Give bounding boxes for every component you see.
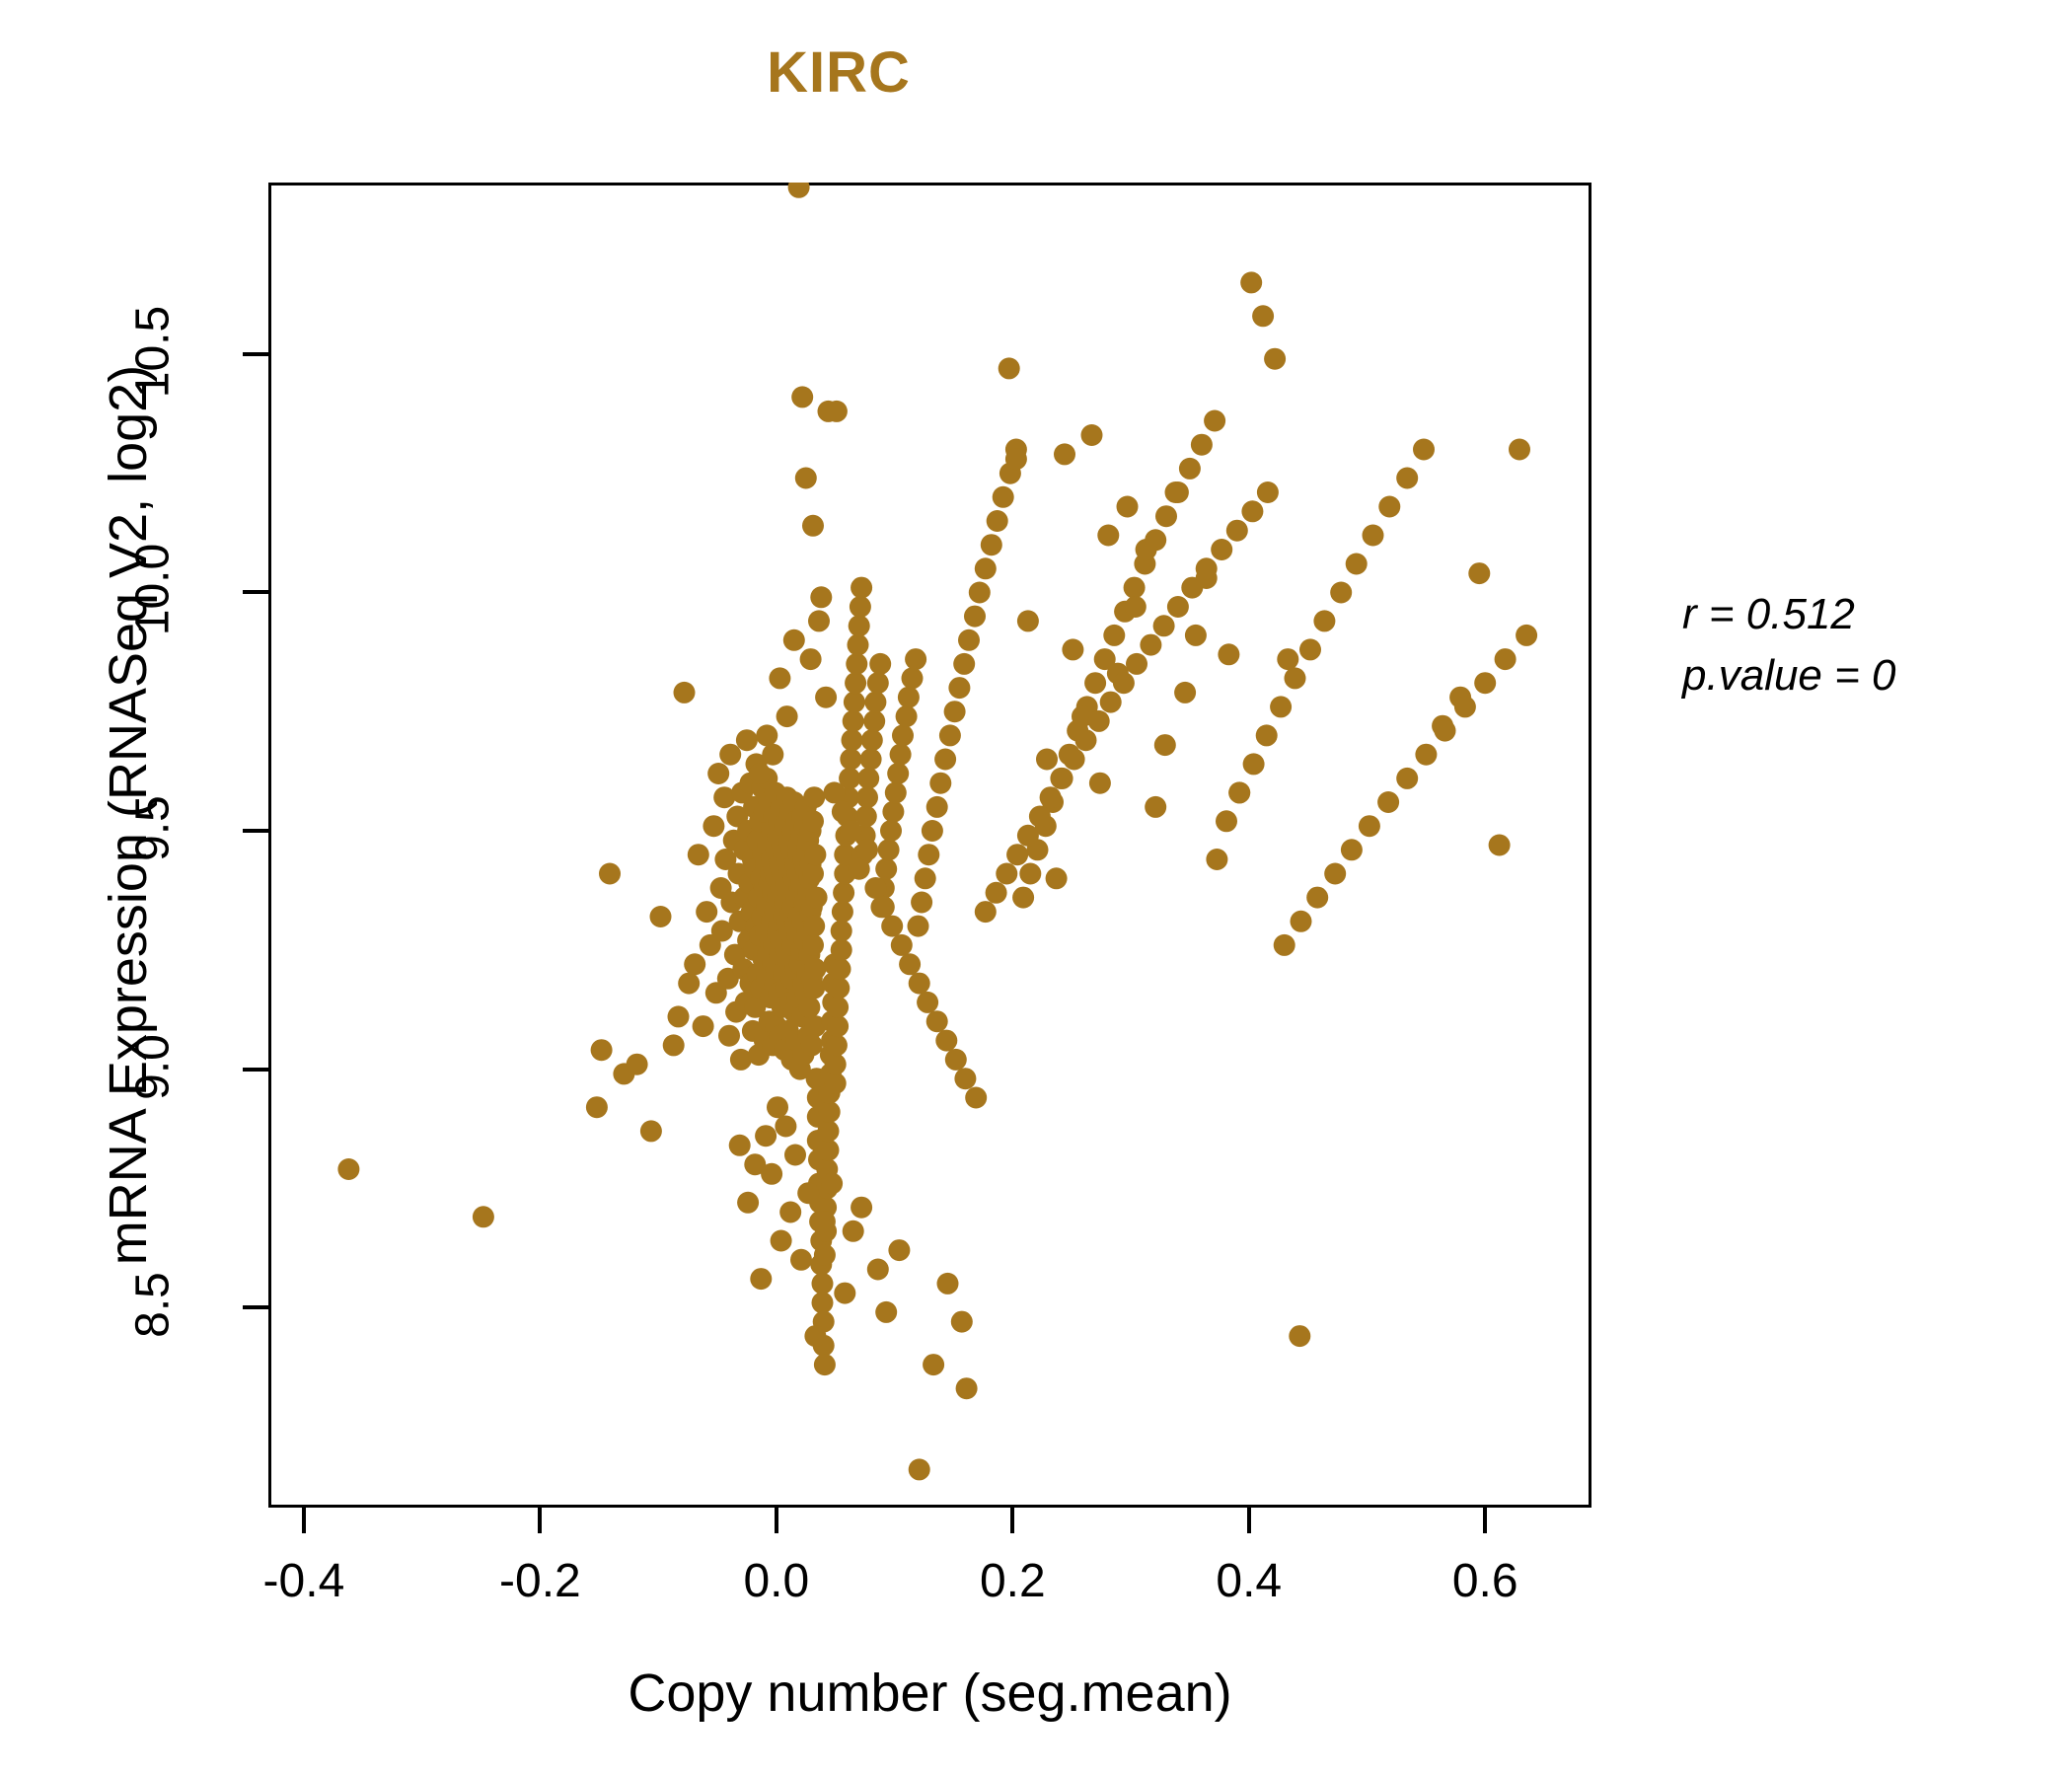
page-title: KIRC [767,40,911,105]
y-tick-mark [243,590,268,595]
y-tick-mark [243,1067,268,1072]
x-tick-mark [1483,1508,1488,1533]
x-tick-label: -0.4 [262,1555,345,1607]
x-tick-label: 0.6 [1451,1555,1518,1607]
y-tick-label: 9.0 [126,1033,180,1100]
y-tick-mark [243,829,268,833]
x-tick-mark [1010,1508,1015,1533]
x-tick-mark [1246,1508,1251,1533]
x-tick-mark [774,1508,778,1533]
y-tick-label: 9.5 [126,795,180,861]
statistics-annotation: r = 0.512 p.value = 0 [1682,584,1896,707]
y-tick-mark [243,351,268,356]
scatter-points-layer [337,183,1538,1481]
y-tick-label: 8.5 [126,1272,180,1338]
y-tick-label: 10.0 [126,544,180,636]
correlation-value: r = 0.512 [1682,590,1855,638]
x-tick-label: 0.4 [1216,1555,1283,1607]
x-tick-label: 0.0 [743,1555,810,1607]
x-tick-mark [538,1508,543,1533]
x-tick-mark [301,1508,306,1533]
p-value: p.value = 0 [1682,651,1896,701]
x-tick-label: -0.2 [499,1555,581,1607]
x-tick-label: 0.2 [979,1555,1046,1607]
y-tick-mark [243,1305,268,1310]
x-axis-label: Copy number (seg.mean) [628,1664,1232,1723]
y-tick-label: 10.5 [126,305,180,399]
